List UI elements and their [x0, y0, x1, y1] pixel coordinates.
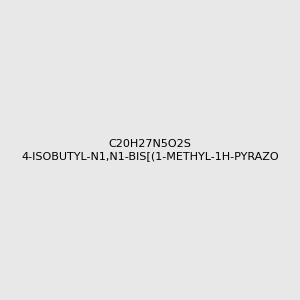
Text: C20H27N5O2S
4-ISOBUTYL-N1,N1-BIS[(1-METHYL-1H-PYRAZO: C20H27N5O2S 4-ISOBUTYL-N1,N1-BIS[(1-METH… — [21, 139, 279, 161]
